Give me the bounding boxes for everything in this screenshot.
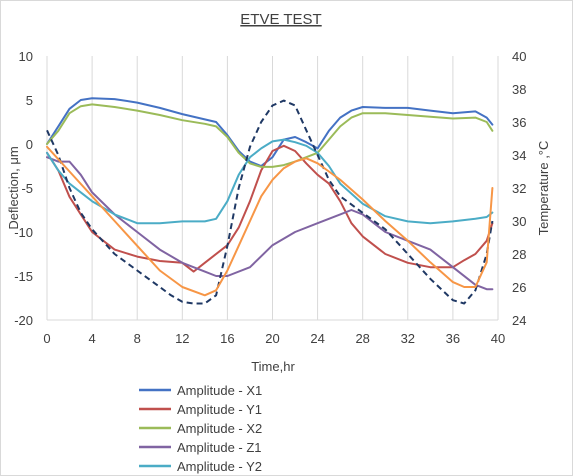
y-tick-label: 0 [26, 137, 33, 152]
legend-label: Amplitude - Y1 [177, 402, 262, 417]
y-tick-label: 10 [19, 49, 33, 64]
x-tick-label: 0 [43, 331, 50, 346]
legend-label: Amplitude - X2 [177, 421, 262, 436]
y2-tick-label: 36 [512, 115, 526, 130]
y2-tick-label: 32 [512, 181, 526, 196]
legend-label: Amplitude - X1 [177, 383, 262, 398]
gridlines [46, 56, 499, 320]
chart-title: ETVE TEST [240, 11, 321, 28]
y2-tick-label: 38 [512, 82, 526, 97]
x-tick-label: 16 [220, 331, 234, 346]
x-tick-label: 4 [88, 331, 95, 346]
x-tick-label: 20 [265, 331, 279, 346]
legend-label: Amplitude - Y2 [177, 459, 262, 474]
y-tick-label: 5 [26, 93, 33, 108]
legend-label: Amplitude - Z1 [177, 440, 262, 455]
series-line-amplitude-y1 [46, 144, 494, 273]
y2-tick-label: 34 [512, 148, 526, 163]
series-line-amplitude-x1 [46, 97, 494, 167]
series-line-temperature-orange [46, 145, 494, 297]
series-line-amplitude-z1 [46, 156, 494, 291]
series-lines [46, 97, 494, 305]
series-line-amplitude-y2 [46, 138, 494, 225]
y2-tick-label: 40 [512, 49, 526, 64]
y2-tick-label: 26 [512, 280, 526, 295]
x-tick-label: 32 [401, 331, 415, 346]
y-tick-label: -20 [14, 313, 33, 328]
series-line-amplitude-x2 [46, 103, 494, 168]
series-line-temperature-dashed [46, 99, 494, 305]
y2-axis-title: Temperature ,°C [536, 141, 551, 236]
y-axis-title: Deflection, μm [6, 146, 21, 229]
y2-tick-label: 24 [512, 313, 526, 328]
y-tick-label: -5 [21, 181, 33, 196]
y-tick-label: -15 [14, 269, 33, 284]
y2-tick-label: 30 [512, 214, 526, 229]
x-tick-label: 8 [134, 331, 141, 346]
x-tick-label: 36 [446, 331, 460, 346]
x-tick-label: 40 [491, 331, 505, 346]
x-tick-label: 12 [175, 331, 189, 346]
axes: 0 4 8 12 16 20 24 28 32 36 40 10 5 0 -5 -10 -15 -20 40 38 36… [14, 49, 526, 346]
x-axis-title: Time,hr [251, 359, 295, 374]
x-tick-label: 24 [310, 331, 324, 346]
y-tick-label: -10 [14, 225, 33, 240]
legend: Amplitude - X1 Amplitude - Y1 Amplitude - … [139, 383, 262, 474]
y2-tick-label: 28 [512, 247, 526, 262]
x-tick-label: 28 [355, 331, 369, 346]
